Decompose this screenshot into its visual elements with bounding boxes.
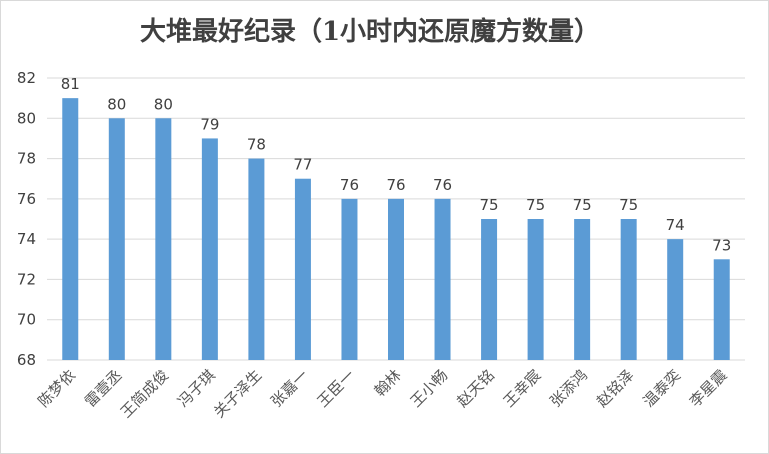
bar (388, 198, 404, 360)
bar (481, 219, 498, 360)
bar (62, 98, 79, 361)
y-tick-label: 76 (17, 190, 36, 208)
y-tick-label: 80 (17, 109, 36, 127)
bar (713, 259, 730, 360)
bar (620, 219, 637, 360)
category-label: 翰林 (371, 366, 405, 400)
category-label: 冯子琪 (174, 366, 219, 411)
y-tick-label: 68 (17, 351, 36, 369)
y-tick-label: 78 (17, 150, 36, 168)
bar (434, 198, 451, 360)
data-label: 76 (433, 176, 452, 194)
data-labels: 81 80 80 79 78 77 76 76 76 75 75 75 75 74 73 (61, 75, 732, 254)
data-label: 80 (154, 95, 173, 113)
data-label: 78 (247, 136, 266, 154)
bar (341, 198, 358, 360)
y-tick-label: 82 (17, 69, 36, 87)
data-label: 73 (712, 236, 731, 254)
category-label: 王幸宸 (500, 366, 545, 411)
data-label: 81 (61, 75, 80, 93)
category-label: 张嘉一 (267, 366, 312, 411)
data-label: 79 (200, 115, 219, 133)
bar (248, 158, 265, 360)
data-label: 74 (666, 216, 685, 234)
y-tick-label: 74 (17, 230, 36, 248)
data-label: 76 (340, 176, 359, 194)
bar (155, 118, 172, 361)
bar (108, 118, 125, 361)
bar (667, 239, 684, 360)
bar (574, 219, 591, 360)
data-label: 75 (480, 196, 499, 214)
data-label: 75 (619, 196, 638, 214)
category-label: 王臣一 (314, 366, 359, 411)
category-label: 张添鸿 (546, 366, 591, 411)
category-label: 赵天铭 (453, 366, 498, 411)
category-label: 李星震 (686, 366, 731, 411)
bar (527, 219, 544, 360)
bars (62, 98, 730, 361)
category-label: 赵铭泽 (593, 366, 638, 411)
y-tick-label: 70 (17, 311, 36, 329)
category-label: 温泰奕 (639, 366, 684, 411)
data-label: 75 (526, 196, 545, 214)
y-axis-ticks: 68 70 72 74 76 78 80 82 (17, 69, 36, 369)
category-label: 雷壹丞 (81, 366, 126, 411)
category-label: 王小畅 (407, 366, 452, 411)
data-label: 76 (386, 176, 405, 194)
category-label: 王简成俊 (117, 366, 172, 421)
y-tick-label: 72 (17, 270, 36, 288)
data-label: 75 (573, 196, 592, 214)
data-label: 80 (107, 95, 126, 113)
data-label: 77 (293, 156, 312, 174)
chart-title: 大堆最好纪录（1小时内还原魔方数量） (140, 16, 600, 47)
bar (201, 138, 218, 360)
category-label: 关子泽生 (210, 366, 265, 421)
bar (294, 178, 311, 360)
category-label: 陈梦依 (35, 366, 80, 411)
